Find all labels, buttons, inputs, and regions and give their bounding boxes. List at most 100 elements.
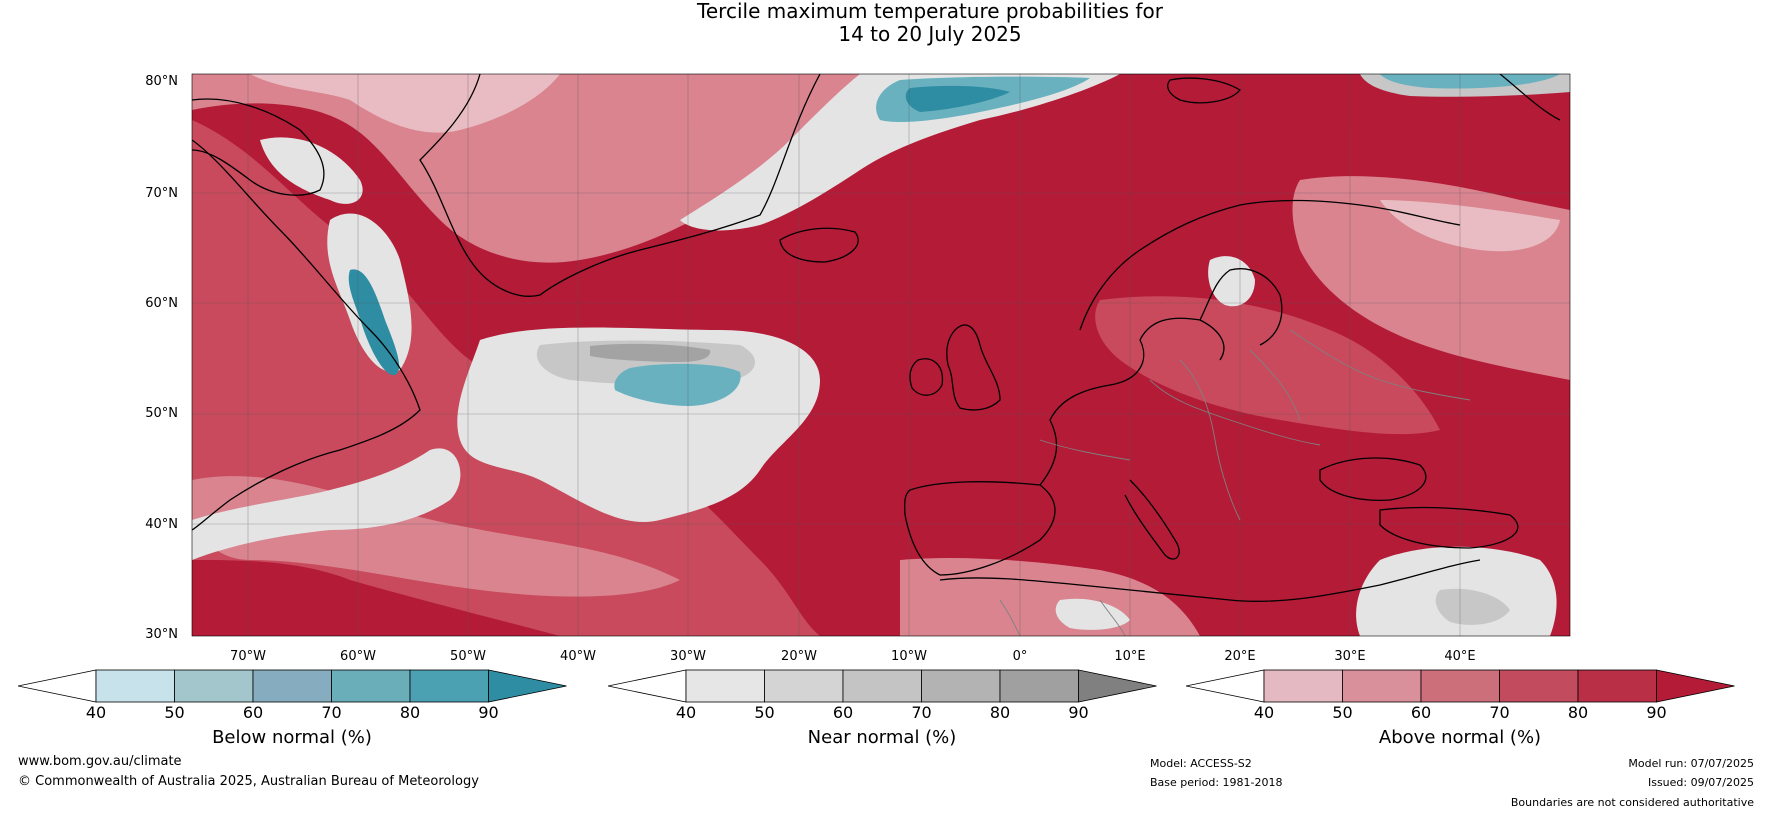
colorbar-max-extension [1656,669,1735,703]
colorbar-tick-label: 60 [832,703,854,722]
colorbar-segment [999,669,1079,703]
italy-coast [1124,479,1180,560]
colorbar-tick-label: 40 [675,703,697,722]
middle-east-mid [1435,588,1510,625]
lon-label-70w: 70°W [230,649,266,664]
colorbar-min-extension [1186,669,1265,703]
colorbar-min-extension [608,669,687,703]
near-normal-west [192,448,461,560]
colorbar-tick-label: 50 [1332,703,1353,722]
colorbar-tick-label: 90 [1646,703,1667,722]
scandinavia-coast [1079,199,1461,331]
colorbar-near-label: Near normal (%) [807,727,957,748]
europe-mid-region [1095,296,1440,435]
lat-label-70n: 70°N [145,186,178,201]
lon-label-40e: 40°E [1444,649,1476,664]
colorbar-tick-label: 50 [164,703,185,722]
below-normal-greenland-sea-dark [905,85,1010,112]
lon-label-50w: 50°W [450,649,486,664]
east-pale-region [1380,200,1560,252]
chart-title: Tercile maximum temperature probabilitie… [0,0,1770,46]
lat-label-30n: 30°N [145,627,178,642]
mediterranean-south-coast [939,559,1481,602]
lon-label-0: 0° [1012,649,1028,664]
colorbar-segment [764,669,844,703]
ireland-coast [909,358,944,396]
footer-website: www.bom.gov.au/climate [18,754,182,769]
below-normal-barents [1380,74,1560,89]
colorbar-tick-label: 60 [242,703,264,722]
colorbar-segment [1420,669,1500,703]
colorbar-max-extension [488,669,567,703]
colorbar-tick-label: 80 [1567,703,1589,722]
turkey-coast [1379,506,1519,549]
footer-copyright: © Commonwealth of Australia 2025, Austra… [18,774,479,789]
colorbar-tick-label: 80 [399,703,421,722]
colorbar-below-normal [18,669,567,703]
colorbar-segment [842,669,922,703]
colorbar-tick-label: 50 [754,703,775,722]
colorbar-tick-label: 90 [478,703,499,722]
colorbar-segment [921,669,1001,703]
colorbar-tick-label: 80 [989,703,1011,722]
uk-coast [946,324,1001,411]
black-sea-coast [1319,457,1427,501]
arctic-pale-2 [250,74,560,133]
footer-base-period: Base period: 1981-2018 [1150,776,1283,789]
title-line-1: Tercile maximum temperature probabilitie… [697,0,1163,23]
lon-label-30e: 30°E [1334,649,1366,664]
lat-label-60n: 60°N [145,296,178,311]
colorbar-segment [685,669,765,703]
map-field [192,74,1570,636]
colorbar-min-extension [18,669,97,703]
colorbar-segment [409,669,489,703]
colorbar-segment [1499,669,1579,703]
colorbar-below-label: Below normal (%) [212,727,372,748]
country-borders [999,329,1471,636]
lon-label-30w: 30°W [670,649,706,664]
baltic-coast [1199,268,1283,346]
lon-label-20e: 20°E [1224,649,1256,664]
footer-model-run: Model run: 07/07/2025 [1628,757,1754,770]
footer-disclaimer: Boundaries are not considered authoritat… [1510,796,1754,809]
below-normal-atlantic [614,363,741,406]
colorbar-tick-label: 90 [1068,703,1089,722]
colorbar-segment [174,669,254,703]
nova-zembla-coast [1499,74,1561,121]
colorbar-tick-label: 70 [1489,703,1510,722]
map-frame [191,73,1571,637]
labrador-coast [192,139,421,531]
colorbar-segment [331,669,411,703]
near-normal-baffin [260,137,363,204]
graticule [192,74,1570,636]
colorbar-tick-label: 70 [321,703,342,722]
lon-label-20w: 20°W [781,649,817,664]
colorbar-tick-label: 70 [911,703,932,722]
near-normal-greenland-sea [680,74,1120,231]
colorbar-near-normal [608,669,1157,703]
baffin-coast [192,98,325,196]
colorbar-above-normal [1186,669,1735,703]
near-normal-atlantic-dark [590,343,711,362]
colorbar-tick-label: 40 [85,703,107,722]
footer-model: Model: ACCESS-S2 [1150,757,1252,770]
north-africa-near [1055,598,1130,630]
coastlines [192,74,1561,602]
colorbar-tick-label: 40 [1253,703,1275,722]
iberia-coast [904,481,1056,576]
europe-coast [1039,317,1225,486]
colorbar-segment [252,669,332,703]
lat-label-40n: 40°N [145,517,178,532]
iceland-coast [779,227,859,263]
lon-label-40w: 40°W [560,649,596,664]
colorbar-segment [1263,669,1343,703]
colorbar-segment [1577,669,1657,703]
colorbar-above-label: Above normal (%) [1378,727,1542,748]
greenland-coast [419,74,821,297]
lat-label-80n: 80°N [145,74,178,89]
colorbar-segment [95,669,175,703]
lon-label-60w: 60°W [340,649,376,664]
title-line-2: 14 to 20 July 2025 [838,22,1022,46]
colorbar-tick-label: 60 [1410,703,1432,722]
